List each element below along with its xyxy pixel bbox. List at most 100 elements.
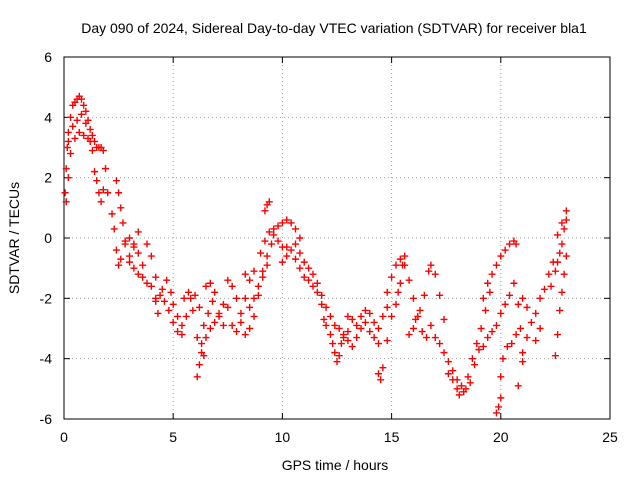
data-point [104, 189, 112, 197]
data-point [202, 282, 210, 290]
x-tick-label: 10 [275, 429, 291, 445]
data-point [519, 349, 527, 357]
data-point [246, 303, 254, 311]
data-point [374, 340, 382, 348]
data-point [374, 325, 382, 332]
data-point [163, 276, 171, 284]
data-point [344, 312, 352, 320]
data-point [497, 252, 505, 260]
data-point [477, 325, 485, 332]
data-point [233, 328, 241, 336]
data-point [562, 207, 570, 215]
data-point [322, 303, 330, 311]
data-point [318, 291, 326, 299]
data-point [206, 279, 214, 287]
data-point [112, 177, 120, 185]
data-point [283, 216, 291, 224]
data-point [158, 285, 166, 293]
x-tick-label: 20 [493, 429, 509, 445]
data-point [263, 261, 271, 269]
data-point [195, 303, 203, 311]
data-point [436, 291, 444, 299]
data-point [117, 255, 125, 263]
data-point [204, 309, 212, 317]
data-point [254, 291, 262, 299]
data-point [193, 373, 201, 381]
data-point [510, 279, 518, 287]
data-point [77, 95, 85, 103]
data-point [418, 328, 426, 336]
data-point [340, 331, 348, 339]
data-point [184, 288, 192, 296]
data-point [283, 252, 291, 260]
data-point [174, 328, 182, 336]
data-point [180, 294, 188, 302]
data-point [431, 270, 439, 278]
data-point [383, 288, 391, 296]
data-point [250, 312, 258, 320]
data-point [296, 249, 304, 257]
data-point [412, 315, 420, 323]
data-point [77, 110, 85, 118]
data-point [73, 116, 81, 124]
data-point [193, 334, 201, 342]
data-point [215, 312, 223, 320]
data-point [420, 291, 428, 299]
data-point [348, 315, 356, 323]
data-point [305, 276, 313, 284]
data-point [296, 234, 304, 242]
data-point [283, 243, 291, 251]
data-point [320, 315, 328, 323]
data-point [117, 204, 125, 212]
data-point [287, 246, 295, 254]
data-point [278, 258, 286, 266]
data-point [112, 246, 120, 254]
data-point [353, 321, 361, 329]
data-point [484, 279, 492, 287]
data-point [211, 288, 219, 296]
data-point [292, 240, 300, 248]
data-point [558, 219, 566, 227]
data-point [121, 237, 129, 245]
data-point [558, 288, 566, 296]
data-point [423, 334, 431, 342]
data-point [416, 306, 424, 314]
data-point [219, 300, 227, 308]
data-point [394, 288, 402, 296]
data-point [261, 237, 269, 245]
data-point [501, 300, 509, 308]
data-point [348, 343, 356, 351]
data-point [392, 261, 400, 269]
data-point [110, 225, 118, 233]
data-point [97, 198, 105, 206]
data-point [499, 355, 507, 363]
data-point [401, 261, 409, 269]
data-point [88, 131, 96, 139]
data-point [165, 306, 173, 314]
data-point [187, 294, 195, 302]
data-point [219, 321, 227, 329]
data-point [139, 261, 147, 269]
data-point [370, 318, 378, 326]
data-point [300, 273, 308, 281]
data-point [270, 225, 278, 233]
data-point [261, 207, 269, 215]
data-point [237, 309, 245, 317]
data-point [554, 231, 562, 239]
data-point [449, 376, 457, 384]
data-point [274, 222, 282, 230]
data-point [250, 267, 258, 275]
grid-lines [64, 57, 610, 419]
data-point [488, 328, 496, 336]
data-point [545, 270, 553, 278]
data-point [130, 264, 138, 272]
data-point [313, 279, 321, 287]
data-point [200, 321, 208, 329]
data-point [562, 216, 570, 224]
data-point [497, 373, 505, 381]
data-point [259, 267, 267, 275]
data-point [134, 249, 142, 257]
data-point [383, 337, 391, 345]
data-point [554, 258, 562, 266]
y-tick-label: 4 [44, 109, 52, 125]
